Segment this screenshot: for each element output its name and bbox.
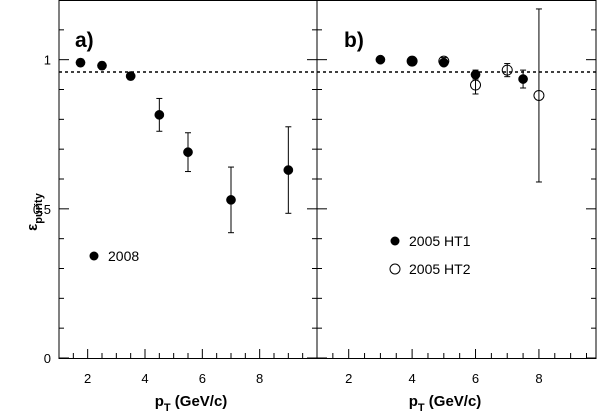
data-point: [438, 55, 450, 67]
legend-label-2008: 2008: [108, 248, 139, 264]
panel-b-ticks: 2 4 6 8: [316, 0, 596, 386]
y-axis-title: εpurity: [24, 192, 45, 231]
panel-b-x-axis-title: pT (GeV/c): [409, 393, 482, 414]
panel-b-x-axis-title-unit: (GeV/c): [425, 393, 482, 410]
y-tick-label: 0: [44, 351, 51, 366]
legend-label-2005-ht1: 2005 HT1: [409, 233, 471, 249]
legend-marker-2005-ht1: [390, 236, 400, 246]
y-tick-label: 1: [44, 53, 51, 68]
panel-a-label: a): [75, 29, 94, 52]
data-point: [470, 79, 482, 91]
panel-a: a) 2 4 6 8 0 0.5 1 2008: [33, 0, 318, 386]
data-point: [75, 57, 86, 68]
data-point: [125, 71, 136, 81]
x-tick-label: 4: [408, 371, 415, 386]
panel-b: b) 2 4 6 8 2005 HT1 2005 HT2: [316, 0, 597, 386]
data-point: [283, 165, 294, 175]
data-point: [226, 195, 236, 205]
x-tick-label: 2: [84, 371, 91, 386]
x-tick-label: 8: [256, 371, 263, 386]
series-2008: [75, 57, 294, 234]
data-point: [518, 74, 528, 84]
y-axis-title-sub: purity: [33, 192, 45, 223]
panel-a-marks: [75, 57, 294, 234]
legend-label-2005-ht2: 2005 HT2: [409, 261, 471, 277]
data-point: [533, 89, 545, 101]
x-tick-label: 4: [141, 371, 148, 386]
x-tick-label: 2: [345, 371, 352, 386]
panel-b-marks: [375, 8, 545, 183]
panel-a-frame: [58, 0, 318, 359]
x-tick-label: 6: [472, 371, 479, 386]
panel-b-legend: 2005 HT1 2005 HT2: [389, 233, 471, 277]
data-point: [501, 64, 513, 76]
x-tick-label: 6: [199, 371, 206, 386]
panel-a-x-axis-title-unit: (GeV/c): [171, 393, 228, 410]
data-point: [406, 55, 418, 67]
y-axis-title-main: ε: [24, 224, 41, 231]
y-tick-label: 0.5: [33, 202, 51, 217]
data-point: [154, 110, 165, 120]
panel-b-label: b): [344, 29, 364, 52]
data-point: [183, 147, 193, 157]
panel-a-x-axis-title: pT (GeV/c): [155, 393, 228, 414]
x-tick-label: 8: [535, 371, 542, 386]
panel-b-x-axis-title-sub: T: [418, 402, 425, 414]
data-point: [375, 54, 386, 65]
series-2005-ht2: [406, 8, 545, 183]
panel-a-legend: 2008: [89, 248, 139, 264]
legend-marker-2005-ht2: [389, 263, 401, 275]
panel-a-ticks: 2 4 6 8 0 0.5 1: [33, 0, 317, 386]
panel-a-x-axis-title-sub: T: [164, 402, 171, 414]
panel-b-x-axis-title-main: p: [409, 393, 418, 410]
panel-a-x-axis-title-main: p: [155, 393, 164, 410]
panel-b-frame: [316, 0, 597, 359]
data-point: [97, 60, 107, 71]
legend-marker-2008: [89, 251, 99, 261]
